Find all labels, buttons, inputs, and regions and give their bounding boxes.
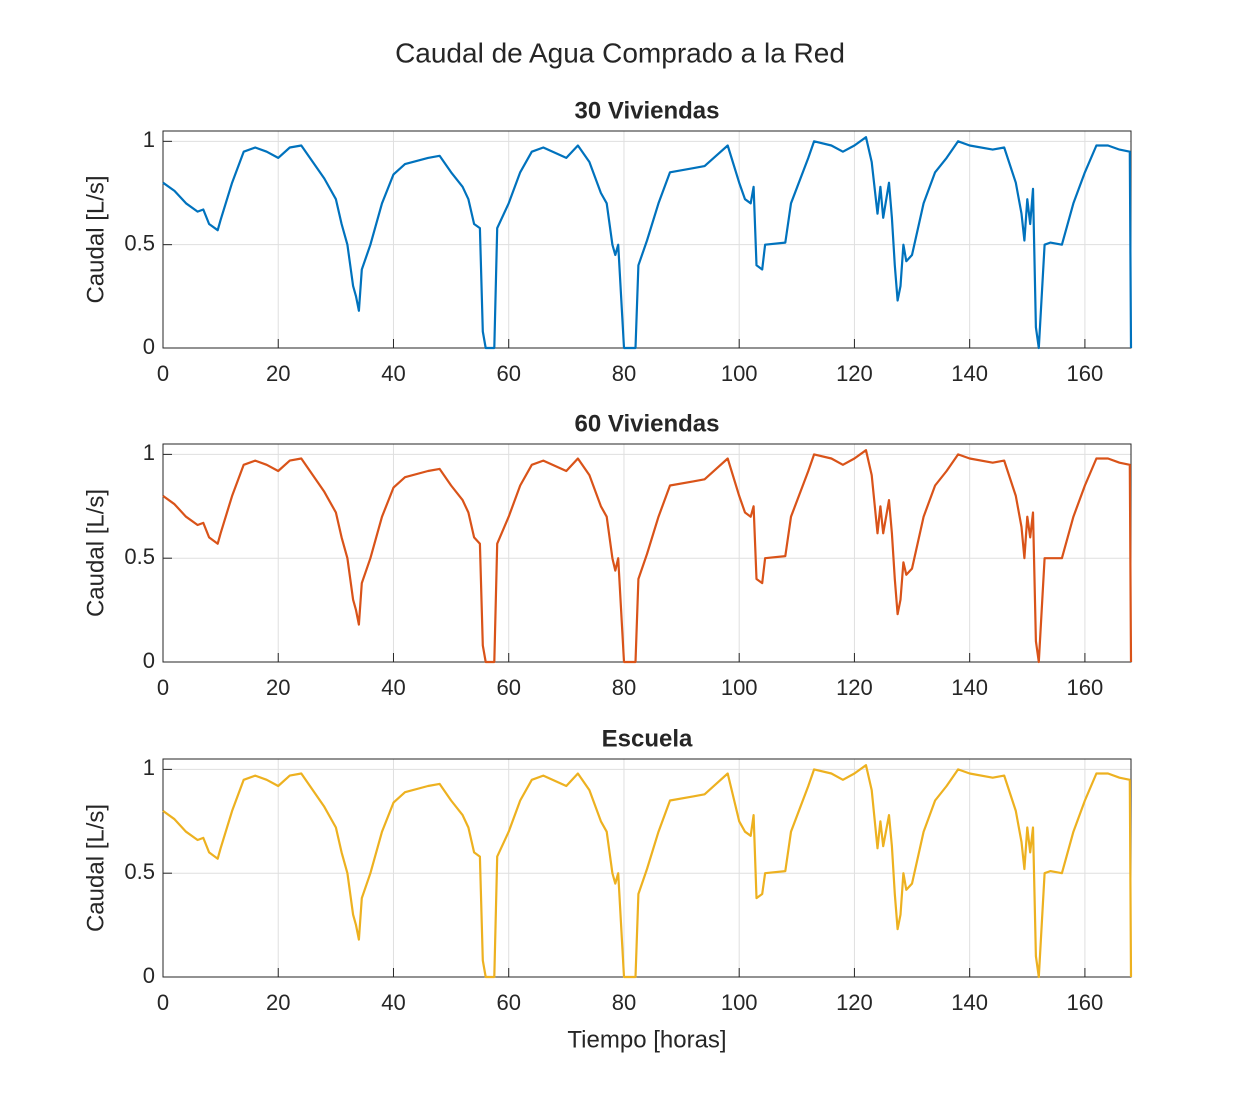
y-tick-label: 0 <box>143 334 155 359</box>
subplot-title: Escuela <box>602 725 693 752</box>
x-tick-label: 40 <box>381 990 405 1015</box>
y-axis-label: Caudal [L/s] <box>82 804 109 932</box>
y-tick-label: 1 <box>143 440 155 465</box>
x-tick-label: 60 <box>496 990 520 1015</box>
y-tick-label: 1 <box>143 755 155 780</box>
x-tick-label: 80 <box>612 675 636 700</box>
x-tick-label: 40 <box>381 361 405 386</box>
y-tick-label: 0 <box>143 963 155 988</box>
subplot-title: 60 Viviendas <box>575 410 720 437</box>
x-tick-label: 120 <box>836 675 873 700</box>
x-tick-label: 40 <box>381 675 405 700</box>
x-tick-label: 100 <box>721 990 758 1015</box>
x-tick-label: 160 <box>1067 675 1104 700</box>
x-tick-label: 100 <box>721 361 758 386</box>
x-tick-label: 140 <box>951 675 988 700</box>
x-tick-label: 0 <box>157 675 169 700</box>
y-tick-label: 0.5 <box>124 859 155 884</box>
y-axis-label: Caudal [L/s] <box>82 489 109 617</box>
x-tick-label: 140 <box>951 361 988 386</box>
y-tick-label: 0.5 <box>124 544 155 569</box>
x-tick-label: 120 <box>836 990 873 1015</box>
y-tick-label: 0.5 <box>124 230 155 255</box>
data-line <box>162 449 1133 664</box>
x-tick-label: 20 <box>266 675 290 700</box>
data-line <box>162 136 1133 350</box>
x-tick-label: 120 <box>836 361 873 386</box>
x-tick-label: 60 <box>496 361 520 386</box>
x-tick-label: 140 <box>951 990 988 1015</box>
x-tick-label: 0 <box>157 990 169 1015</box>
data-line <box>162 764 1133 979</box>
x-tick-label: 20 <box>266 990 290 1015</box>
x-tick-label: 80 <box>612 990 636 1015</box>
x-tick-label: 60 <box>496 675 520 700</box>
figure-title: Caudal de Agua Comprado a la Red <box>395 37 845 68</box>
y-tick-label: 1 <box>143 127 155 152</box>
x-tick-label: 160 <box>1067 990 1104 1015</box>
x-tick-label: 160 <box>1067 361 1104 386</box>
y-tick-label: 0 <box>143 648 155 673</box>
subplot-title: 30 Viviendas <box>575 97 720 124</box>
x-tick-label: 100 <box>721 675 758 700</box>
y-axis-label: Caudal [L/s] <box>82 175 109 303</box>
x-tick-label: 80 <box>612 361 636 386</box>
x-tick-label: 20 <box>266 361 290 386</box>
x-tick-label: 0 <box>157 361 169 386</box>
x-axis-label: Tiempo [horas] <box>567 1026 726 1053</box>
